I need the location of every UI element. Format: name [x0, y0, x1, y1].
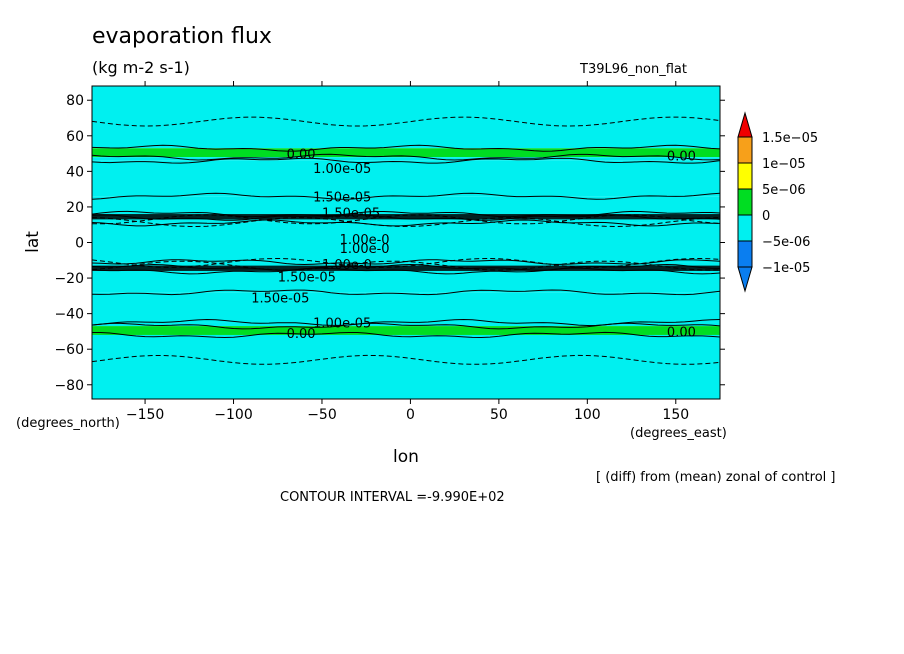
x-tick-label: −50 [307, 407, 337, 423]
contour-label: 1.50e-05 [278, 270, 336, 285]
contour-interval: CONTOUR INTERVAL =-9.990E+02 [280, 490, 505, 505]
colorbar-label: −1e-05 [762, 261, 810, 276]
colorbar-label: 1.5e−05 [762, 131, 818, 146]
contour-label: 1.50e-05 [322, 206, 380, 221]
y-tick-label: 40 [66, 164, 84, 180]
color-band [92, 270, 720, 293]
contour-label: 1.00e-0 [322, 258, 372, 273]
y-tick-label: −40 [54, 307, 84, 323]
chart-units: (kg m-2 s-1) [92, 58, 190, 77]
contour-line [91, 322, 721, 330]
contour-line [91, 219, 721, 227]
x-tick-label: 0 [406, 407, 415, 423]
color-band [92, 148, 720, 158]
color-band [92, 322, 720, 327]
color-band [92, 217, 720, 223]
contour-label: 1.00e-05 [313, 162, 371, 177]
color-band [92, 292, 720, 323]
dense-contour-band [92, 265, 720, 271]
color-band [92, 334, 720, 399]
colorbar-swatch [737, 214, 753, 242]
color-band [92, 326, 720, 335]
y-tick-label: −60 [54, 342, 84, 358]
colorbar-label: 1e−05 [762, 157, 806, 172]
color-band [92, 157, 720, 161]
colorbar-arrow-bottom [737, 266, 753, 293]
contour-line [91, 157, 721, 164]
colorbar-swatch [737, 136, 753, 164]
colorbar-label: −5e-06 [762, 235, 810, 250]
contour-label: 1.50e-05 [251, 292, 309, 307]
colorbar-swatch [737, 162, 753, 190]
contour-label: 0.00 [287, 148, 316, 163]
dashed-contour [91, 260, 721, 271]
y-tick-label: 80 [66, 93, 84, 109]
color-band [92, 222, 720, 263]
contour-label: 1.50e-05 [313, 190, 371, 205]
contour-line [91, 144, 721, 152]
x-tick-label: 50 [490, 407, 508, 423]
y-tick-label: 20 [66, 200, 84, 216]
contour-label: 1.00e-0 [340, 242, 390, 257]
diff-note: [ (diff) from (mean) zonal of control ] [596, 470, 836, 485]
contour-label: 0.00 [667, 325, 696, 340]
x-tick-label: −150 [126, 407, 164, 423]
contour-line [92, 331, 721, 339]
y-tick-label: 60 [66, 129, 84, 145]
dense-contour-band [92, 214, 720, 220]
colorbar-arrow-top [737, 111, 753, 138]
dashed-contour [91, 116, 721, 127]
colorbar-swatch [737, 240, 753, 268]
x-tick-label: −100 [214, 407, 252, 423]
x-tick-label: 100 [574, 407, 601, 423]
colorbar-swatch [737, 188, 753, 216]
y-axis-units: (degrees_north) [16, 416, 120, 431]
contour-line [91, 210, 721, 218]
contour-line [91, 153, 721, 161]
x-axis-title: lon [393, 447, 419, 467]
run-label: T39L96_non_flat [580, 62, 687, 77]
dashed-contour [91, 217, 721, 228]
colorbar-label: 0 [762, 209, 770, 224]
contour-label: 1.00e-05 [313, 317, 371, 332]
y-tick-label: 0 [75, 236, 84, 252]
color-band [92, 196, 720, 215]
color-band [92, 86, 720, 149]
dashed-contour [91, 354, 721, 365]
contour-label: 0.00 [667, 149, 696, 164]
y-tick-label: −80 [54, 378, 84, 394]
y-tick-label: −20 [54, 271, 84, 287]
contour-line [91, 192, 721, 200]
x-axis-units: (degrees_east) [630, 426, 727, 441]
contour-label: 1.00e-0 [340, 233, 390, 248]
contour-label: 0.00 [287, 327, 316, 342]
contour-line [91, 289, 721, 296]
y-axis-title: lat [22, 231, 43, 253]
x-tick-label: 150 [662, 407, 689, 423]
color-band [92, 160, 720, 197]
chart-title: evaporation flux [92, 24, 272, 49]
colorbar-label: 5e−06 [762, 183, 806, 198]
